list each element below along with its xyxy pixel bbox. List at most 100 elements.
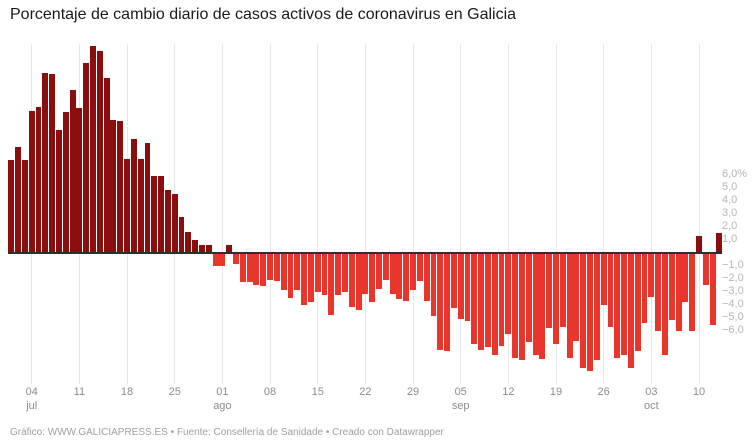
bar-negative[interactable] xyxy=(430,252,437,317)
bar-negative[interactable] xyxy=(505,252,512,335)
bar-positive[interactable] xyxy=(49,74,56,253)
bar-positive[interactable] xyxy=(164,190,171,253)
bar-negative[interactable] xyxy=(621,252,628,356)
bar-negative[interactable] xyxy=(546,252,553,328)
bar-negative[interactable] xyxy=(321,252,328,296)
bar-negative[interactable] xyxy=(260,252,267,287)
bar-negative[interactable] xyxy=(607,252,614,327)
bar-positive[interactable] xyxy=(28,110,35,253)
bar-negative[interactable] xyxy=(396,252,403,300)
bar-negative[interactable] xyxy=(423,252,430,301)
bar-negative[interactable] xyxy=(219,252,226,266)
bar-positive[interactable] xyxy=(185,231,192,253)
bar-positive[interactable] xyxy=(171,194,178,253)
bar-negative[interactable] xyxy=(662,252,668,356)
bar-negative[interactable] xyxy=(634,252,641,352)
bar-negative[interactable] xyxy=(239,252,246,283)
bar-positive[interactable] xyxy=(62,112,69,253)
bar-negative[interactable] xyxy=(593,252,600,361)
bar-negative[interactable] xyxy=(376,252,382,289)
bar-positive[interactable] xyxy=(144,143,151,253)
bar-positive[interactable] xyxy=(124,158,130,253)
bar-positive[interactable] xyxy=(15,147,22,253)
bar-negative[interactable] xyxy=(280,252,287,291)
bar-negative[interactable] xyxy=(539,252,546,360)
bar-negative[interactable] xyxy=(355,252,362,310)
bar-negative[interactable] xyxy=(246,252,253,283)
bar-positive[interactable] xyxy=(90,45,96,253)
bar-negative[interactable] xyxy=(273,252,280,282)
bar-negative[interactable] xyxy=(328,252,335,315)
bar-negative[interactable] xyxy=(233,252,239,265)
bar-positive[interactable] xyxy=(696,235,702,253)
bar-positive[interactable] xyxy=(56,130,62,253)
bar-positive[interactable] xyxy=(117,121,124,253)
bar-negative[interactable] xyxy=(491,252,498,356)
bar-negative[interactable] xyxy=(641,252,648,323)
bar-negative[interactable] xyxy=(553,252,559,344)
bar-positive[interactable] xyxy=(205,244,212,253)
bar-negative[interactable] xyxy=(709,252,716,326)
bar-negative[interactable] xyxy=(369,252,376,302)
bar-negative[interactable] xyxy=(525,252,532,343)
bar-negative[interactable] xyxy=(484,252,491,348)
bar-positive[interactable] xyxy=(158,175,165,253)
bar-negative[interactable] xyxy=(348,252,355,308)
bar-negative[interactable] xyxy=(464,252,471,322)
bar-negative[interactable] xyxy=(403,252,410,301)
bar-positive[interactable] xyxy=(42,73,49,253)
bar-negative[interactable] xyxy=(614,252,621,358)
bar-negative[interactable] xyxy=(294,252,301,291)
bar-negative[interactable] xyxy=(253,252,260,285)
bar-negative[interactable] xyxy=(389,252,396,295)
bar-negative[interactable] xyxy=(287,252,294,298)
bar-negative[interactable] xyxy=(362,252,369,295)
bar-negative[interactable] xyxy=(519,252,525,361)
bar-negative[interactable] xyxy=(437,252,444,350)
bar-negative[interactable] xyxy=(410,252,416,291)
bar-negative[interactable] xyxy=(267,252,273,280)
bar-negative[interactable] xyxy=(675,252,682,331)
bar-positive[interactable] xyxy=(192,239,199,253)
bar-negative[interactable] xyxy=(587,252,594,371)
bar-negative[interactable] xyxy=(212,252,219,266)
bar-negative[interactable] xyxy=(457,252,464,319)
bar-negative[interactable] xyxy=(580,252,587,369)
bar-negative[interactable] xyxy=(416,252,423,282)
bar-negative[interactable] xyxy=(314,252,321,292)
bar-positive[interactable] xyxy=(21,160,28,253)
bar-negative[interactable] xyxy=(478,252,485,350)
bar-negative[interactable] xyxy=(498,252,505,347)
bar-positive[interactable] xyxy=(198,244,205,253)
bar-positive[interactable] xyxy=(226,244,233,253)
bar-positive[interactable] xyxy=(8,160,15,253)
bar-negative[interactable] xyxy=(532,252,539,356)
bar-positive[interactable] xyxy=(151,175,158,253)
bar-negative[interactable] xyxy=(382,252,389,280)
bar-negative[interactable] xyxy=(566,252,573,358)
bar-negative[interactable] xyxy=(655,252,662,331)
bar-positive[interactable] xyxy=(96,51,103,253)
bar-negative[interactable] xyxy=(682,252,689,302)
bar-negative[interactable] xyxy=(648,252,655,297)
bar-negative[interactable] xyxy=(600,252,607,305)
bar-positive[interactable] xyxy=(110,119,117,253)
bar-negative[interactable] xyxy=(668,252,675,321)
bar-negative[interactable] xyxy=(307,252,314,302)
bar-negative[interactable] xyxy=(301,252,308,305)
bar-negative[interactable] xyxy=(702,252,709,285)
bar-positive[interactable] xyxy=(76,108,83,253)
bar-positive[interactable] xyxy=(83,62,90,253)
bar-positive[interactable] xyxy=(35,106,42,253)
bar-positive[interactable] xyxy=(178,217,185,253)
bar-positive[interactable] xyxy=(69,90,76,253)
bar-positive[interactable] xyxy=(716,233,723,253)
bar-positive[interactable] xyxy=(137,158,144,253)
bar-negative[interactable] xyxy=(444,252,451,352)
bar-negative[interactable] xyxy=(573,252,580,341)
bar-negative[interactable] xyxy=(512,252,519,358)
bar-positive[interactable] xyxy=(103,78,110,253)
bar-positive[interactable] xyxy=(130,139,137,253)
bar-negative[interactable] xyxy=(341,252,348,292)
bar-negative[interactable] xyxy=(450,252,457,309)
